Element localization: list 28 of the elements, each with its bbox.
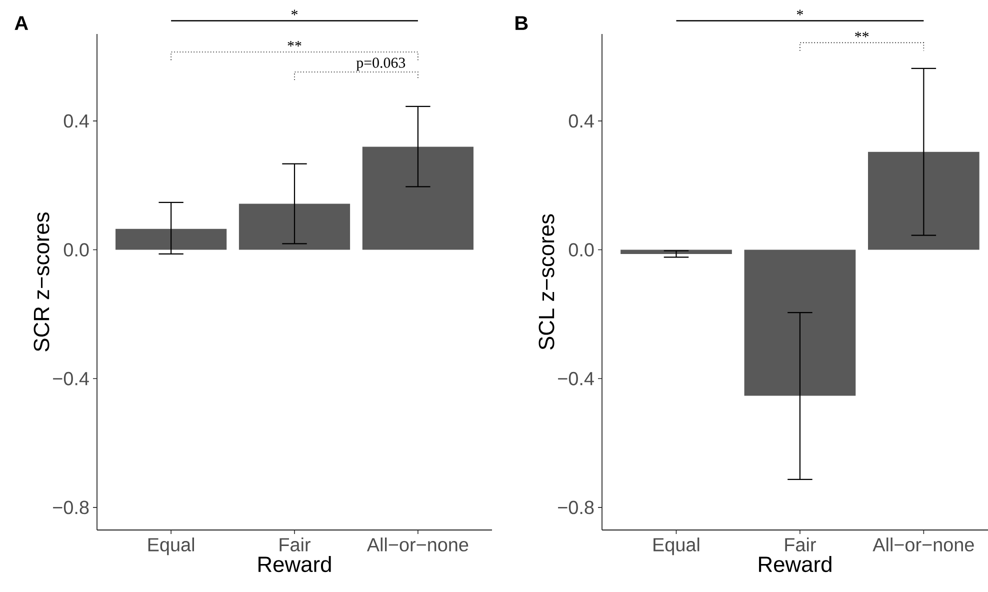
y-tick-label: −0.4	[558, 372, 594, 386]
y-axis-title: SCR z−scores	[34, 212, 50, 352]
x-axis-title: Reward	[258, 556, 331, 572]
annotation: **	[288, 41, 302, 47]
y-tick-label: −0.8	[53, 500, 89, 514]
y-tick-label: −0.4	[53, 372, 89, 386]
bar	[116, 228, 227, 250]
bar	[362, 146, 474, 250]
x-tick-label: All−or−none	[872, 538, 974, 552]
y-tick-label: −0.8	[558, 500, 594, 514]
y-tick-label: 0.0	[568, 243, 594, 256]
bar	[238, 204, 350, 250]
annotation: p=0.063	[356, 58, 406, 71]
x-tick-label: All−or−none	[366, 538, 468, 552]
text: *	[796, 10, 803, 16]
y-axis-title: SCL z−scores	[538, 214, 554, 350]
x-tick-label: Fair	[785, 538, 816, 552]
y-tick-label: 0.4	[568, 114, 594, 128]
x-axis-title: Reward	[759, 556, 832, 572]
chart-title: A	[14, 16, 28, 30]
x-tick-label: Equal	[148, 538, 194, 556]
y-tick-label: 0.4	[64, 114, 89, 128]
text: *	[292, 10, 298, 16]
x-tick-label: Equal	[654, 538, 700, 556]
x-tick-label: Fair	[280, 538, 310, 552]
y-tick-label: 0.0	[64, 243, 89, 256]
annotation: **	[855, 32, 869, 38]
chart-title: B	[516, 16, 528, 30]
